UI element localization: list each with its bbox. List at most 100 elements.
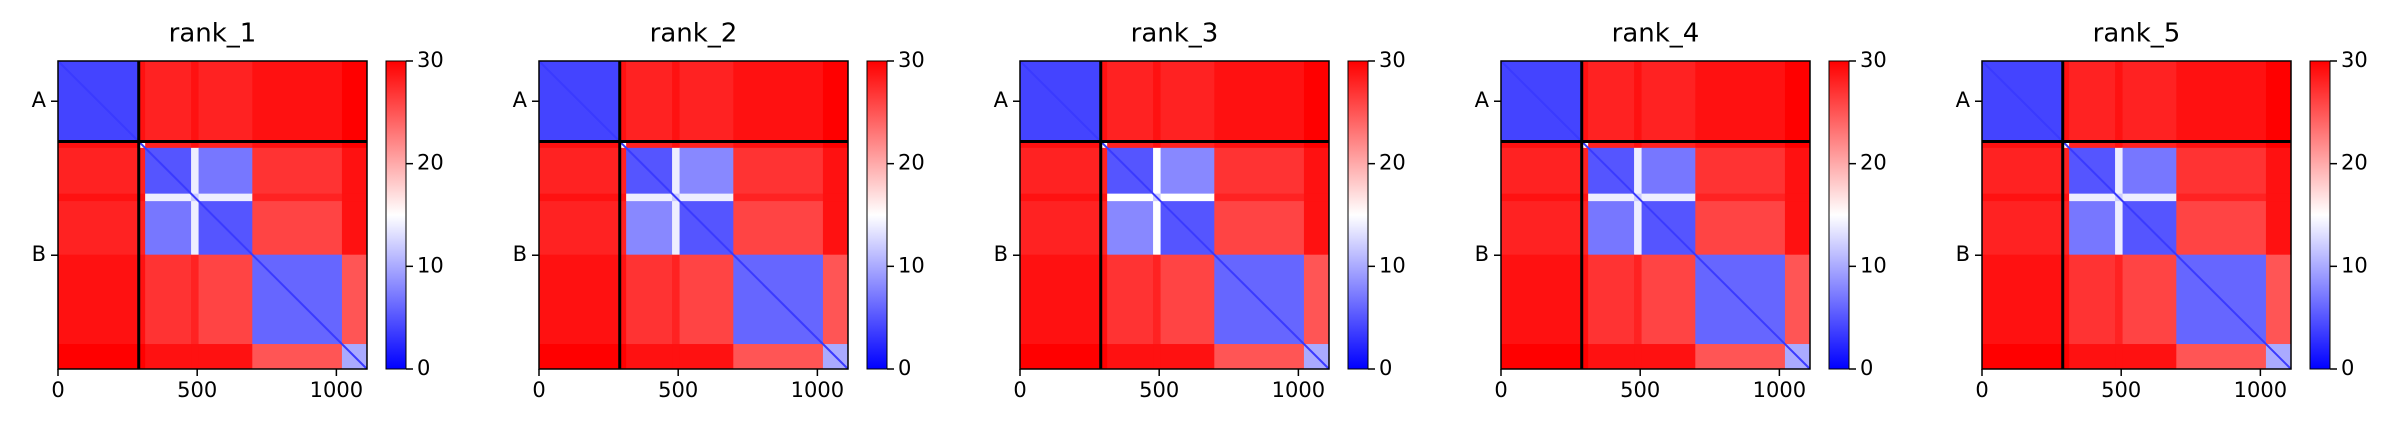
x-tick-label: 1000: [1753, 378, 1806, 402]
heatmap-cell: [733, 193, 824, 202]
heatmap-cell: [252, 61, 343, 142]
heatmap-cell: [1100, 201, 1108, 256]
heatmap-cell: [626, 201, 673, 256]
heatmap-cell: [1107, 201, 1154, 256]
heatmap-cell: [1214, 147, 1305, 195]
panel-title: rank_1: [169, 19, 257, 49]
heatmap-cell: [822, 254, 849, 345]
heatmap-cell: [1020, 344, 1102, 370]
heatmap-cell: [2069, 141, 2116, 149]
axes-frame: [1019, 60, 1330, 370]
heatmap-cell: [539, 344, 621, 370]
heatmap-cell: [2122, 344, 2177, 370]
heatmap-cell: [2265, 147, 2292, 195]
heatmap-cell: [1641, 254, 1696, 345]
colorbar-tick-label: 30: [1860, 48, 1887, 72]
heatmap-cell: [672, 61, 681, 142]
heatmap-cell: [1100, 344, 1108, 370]
heatmap-cell: [1982, 344, 2064, 370]
colorbar-tick-label: 10: [2341, 253, 2368, 277]
heatmap-cell: [252, 193, 343, 202]
heatmap-cell: [1107, 61, 1154, 142]
panel-title: rank_4: [1612, 19, 1700, 49]
heatmap-cell: [1153, 61, 1162, 142]
heatmap-cell: [626, 344, 673, 370]
heatmap-cell: [1107, 193, 1154, 202]
heatmap-cell: [1214, 344, 1305, 370]
heatmap-cell: [198, 193, 253, 202]
heatmap-cell: [2069, 201, 2116, 256]
x-tick-label: 0: [1013, 378, 1026, 402]
heatmap-cell: [1588, 254, 1635, 345]
heatmap-cell: [2176, 344, 2267, 370]
heatmap-cell: [58, 147, 140, 195]
heatmap-cell: [1160, 193, 1215, 202]
heatmap-cell: [1107, 344, 1154, 370]
diagonal: [57, 60, 368, 370]
heatmap-cell: [2265, 61, 2292, 142]
y-tick-label: A: [32, 88, 47, 112]
heatmap-cell: [539, 193, 621, 202]
heatmap-cell: [1581, 201, 1589, 256]
heatmap-cell: [341, 61, 368, 142]
heatmap-cell: [138, 254, 146, 345]
heatmap-cell: [252, 201, 343, 256]
x-tick-label: 1000: [2234, 378, 2287, 402]
heatmap-cell: [145, 61, 192, 142]
heatmap-cell: [619, 147, 627, 195]
heatmap-cell: [1020, 141, 1102, 149]
y-tick-label: B: [994, 242, 1008, 266]
heatmap-cell: [2062, 61, 2070, 142]
heatmap-cell: [679, 141, 734, 149]
heatmap-cell: [822, 61, 849, 142]
heatmap-cell: [1982, 141, 2064, 149]
x-tick-label: 0: [1975, 378, 1988, 402]
heatmap-cell: [1153, 147, 1162, 195]
heatmap-cell: [539, 141, 621, 149]
colorbar-tick-label: 20: [1860, 151, 1887, 175]
heatmap-cell: [1214, 141, 1305, 149]
heatmap-cell: [1100, 61, 1108, 142]
colorbar-tick-label: 10: [1379, 253, 1406, 277]
heatmap-cell: [1982, 147, 2064, 195]
heatmap-cell: [1100, 147, 1108, 195]
heatmap-cell: [2176, 141, 2267, 149]
heatmap-cell: [1641, 141, 1696, 149]
heatmap-cell: [58, 344, 140, 370]
heatmap-cell: [1581, 61, 1589, 142]
heatmap-cell: [58, 201, 140, 256]
heatmap-cell: [1581, 344, 1589, 370]
heatmap-cell: [672, 201, 681, 256]
heatmap-cell: [822, 147, 849, 195]
heatmap-cell: [1982, 254, 2064, 345]
y-tick-label: B: [32, 242, 46, 266]
heatmap-cell: [2062, 193, 2070, 202]
heatmap-cell: [252, 344, 343, 370]
colorbar-tick-label: 10: [1860, 253, 1887, 277]
heatmap-cell: [138, 193, 146, 202]
heatmap-cell: [58, 193, 140, 202]
heatmap-cell: [191, 141, 200, 149]
x-tick-label: 500: [658, 378, 698, 402]
heatmap-cell: [1588, 344, 1635, 370]
heatmap-cell: [1641, 344, 1696, 370]
diagonal: [538, 60, 849, 370]
heatmap-cell: [1303, 61, 1330, 142]
heatmap-cell: [1501, 201, 1583, 256]
x-tick-label: 0: [1494, 378, 1507, 402]
heatmap-cell: [1784, 201, 1811, 256]
colorbar-tick-label: 30: [898, 48, 925, 72]
heatmap-cell: [672, 344, 681, 370]
y-tick-label: B: [513, 242, 527, 266]
heatmap-cell: [1695, 344, 1786, 370]
heatmap-cell: [626, 254, 673, 345]
heatmap-cell: [138, 61, 146, 142]
colorbar: [385, 60, 407, 370]
x-tick-label: 500: [177, 378, 217, 402]
heatmap-cell: [619, 61, 627, 142]
y-tick-label: B: [1956, 242, 1970, 266]
heatmap-cell: [1581, 254, 1589, 345]
heatmap-cell: [1634, 254, 1643, 345]
heatmap-cell: [539, 147, 621, 195]
heatmap-cell: [626, 61, 673, 142]
